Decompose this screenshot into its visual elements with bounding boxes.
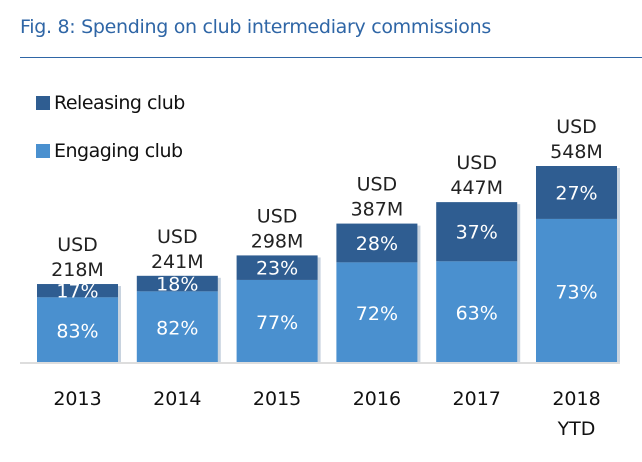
data-label-engaging: 82% (156, 318, 198, 340)
total-label-value: 447M (450, 177, 503, 199)
data-label-engaging: 63% (456, 303, 498, 325)
bar-releasing-2015 (236, 255, 318, 280)
total-label-currency: USD (456, 152, 497, 174)
bar-engaging-2013 (37, 297, 118, 362)
data-label-releasing: 17% (56, 281, 98, 303)
data-label-releasing: 18% (156, 274, 198, 296)
total-label-currency: USD (556, 116, 597, 138)
x-tick-label: 2013 (53, 388, 101, 410)
total-label-value: 548M (550, 141, 603, 163)
bar-engaging-2017 (436, 261, 518, 362)
x-tick-label: 2015 (253, 388, 301, 410)
bar-releasing-2013 (37, 284, 118, 298)
total-label-value: 298M (251, 230, 304, 252)
chart-title: Fig. 8: Spending on club intermediary co… (20, 16, 491, 38)
data-label-releasing: 28% (356, 233, 398, 255)
legend-label-engaging: Engaging club (54, 140, 183, 162)
data-label-engaging: 72% (356, 303, 398, 325)
bar-releasing-2017 (436, 202, 518, 262)
x-axis-line (20, 362, 620, 364)
total-label-currency: USD (157, 226, 198, 248)
title-divider (20, 57, 642, 58)
bar-releasing-2016 (336, 223, 418, 263)
x-tick-label: 2014 (153, 388, 201, 410)
bar-engaging-2014 (136, 291, 218, 362)
legend-swatch-engaging (36, 144, 50, 158)
data-label-releasing: 37% (456, 222, 498, 244)
x-tick-label: 2017 (453, 388, 501, 410)
x-tick-label: YTD (557, 418, 596, 440)
bar-engaging-2016 (336, 262, 418, 362)
legend-item-releasing: Releasing club (36, 92, 185, 114)
data-label-releasing: 23% (256, 258, 298, 280)
bar-releasing-2014 (136, 275, 218, 292)
data-label-releasing: 27% (555, 182, 597, 204)
data-label-engaging: 77% (256, 312, 298, 334)
legend-item-engaging: Engaging club (36, 140, 183, 162)
total-label-currency: USD (57, 234, 98, 256)
bar-releasing-2018 YTD (536, 166, 617, 219)
total-label-currency: USD (357, 174, 398, 196)
total-label-value: 218M (51, 259, 104, 281)
bar-engaging-2015 (236, 279, 318, 362)
data-label-engaging: 83% (56, 321, 98, 343)
total-label-value: 241M (151, 251, 204, 273)
bar-engaging-2018 YTD (536, 218, 617, 362)
total-label-currency: USD (257, 205, 298, 227)
x-tick-label: 2018 (552, 388, 600, 410)
legend-label-releasing: Releasing club (54, 92, 185, 114)
legend-swatch-releasing (36, 96, 50, 110)
data-label-engaging: 73% (555, 281, 597, 303)
x-tick-label: 2016 (353, 388, 401, 410)
total-label-value: 387M (351, 199, 404, 221)
